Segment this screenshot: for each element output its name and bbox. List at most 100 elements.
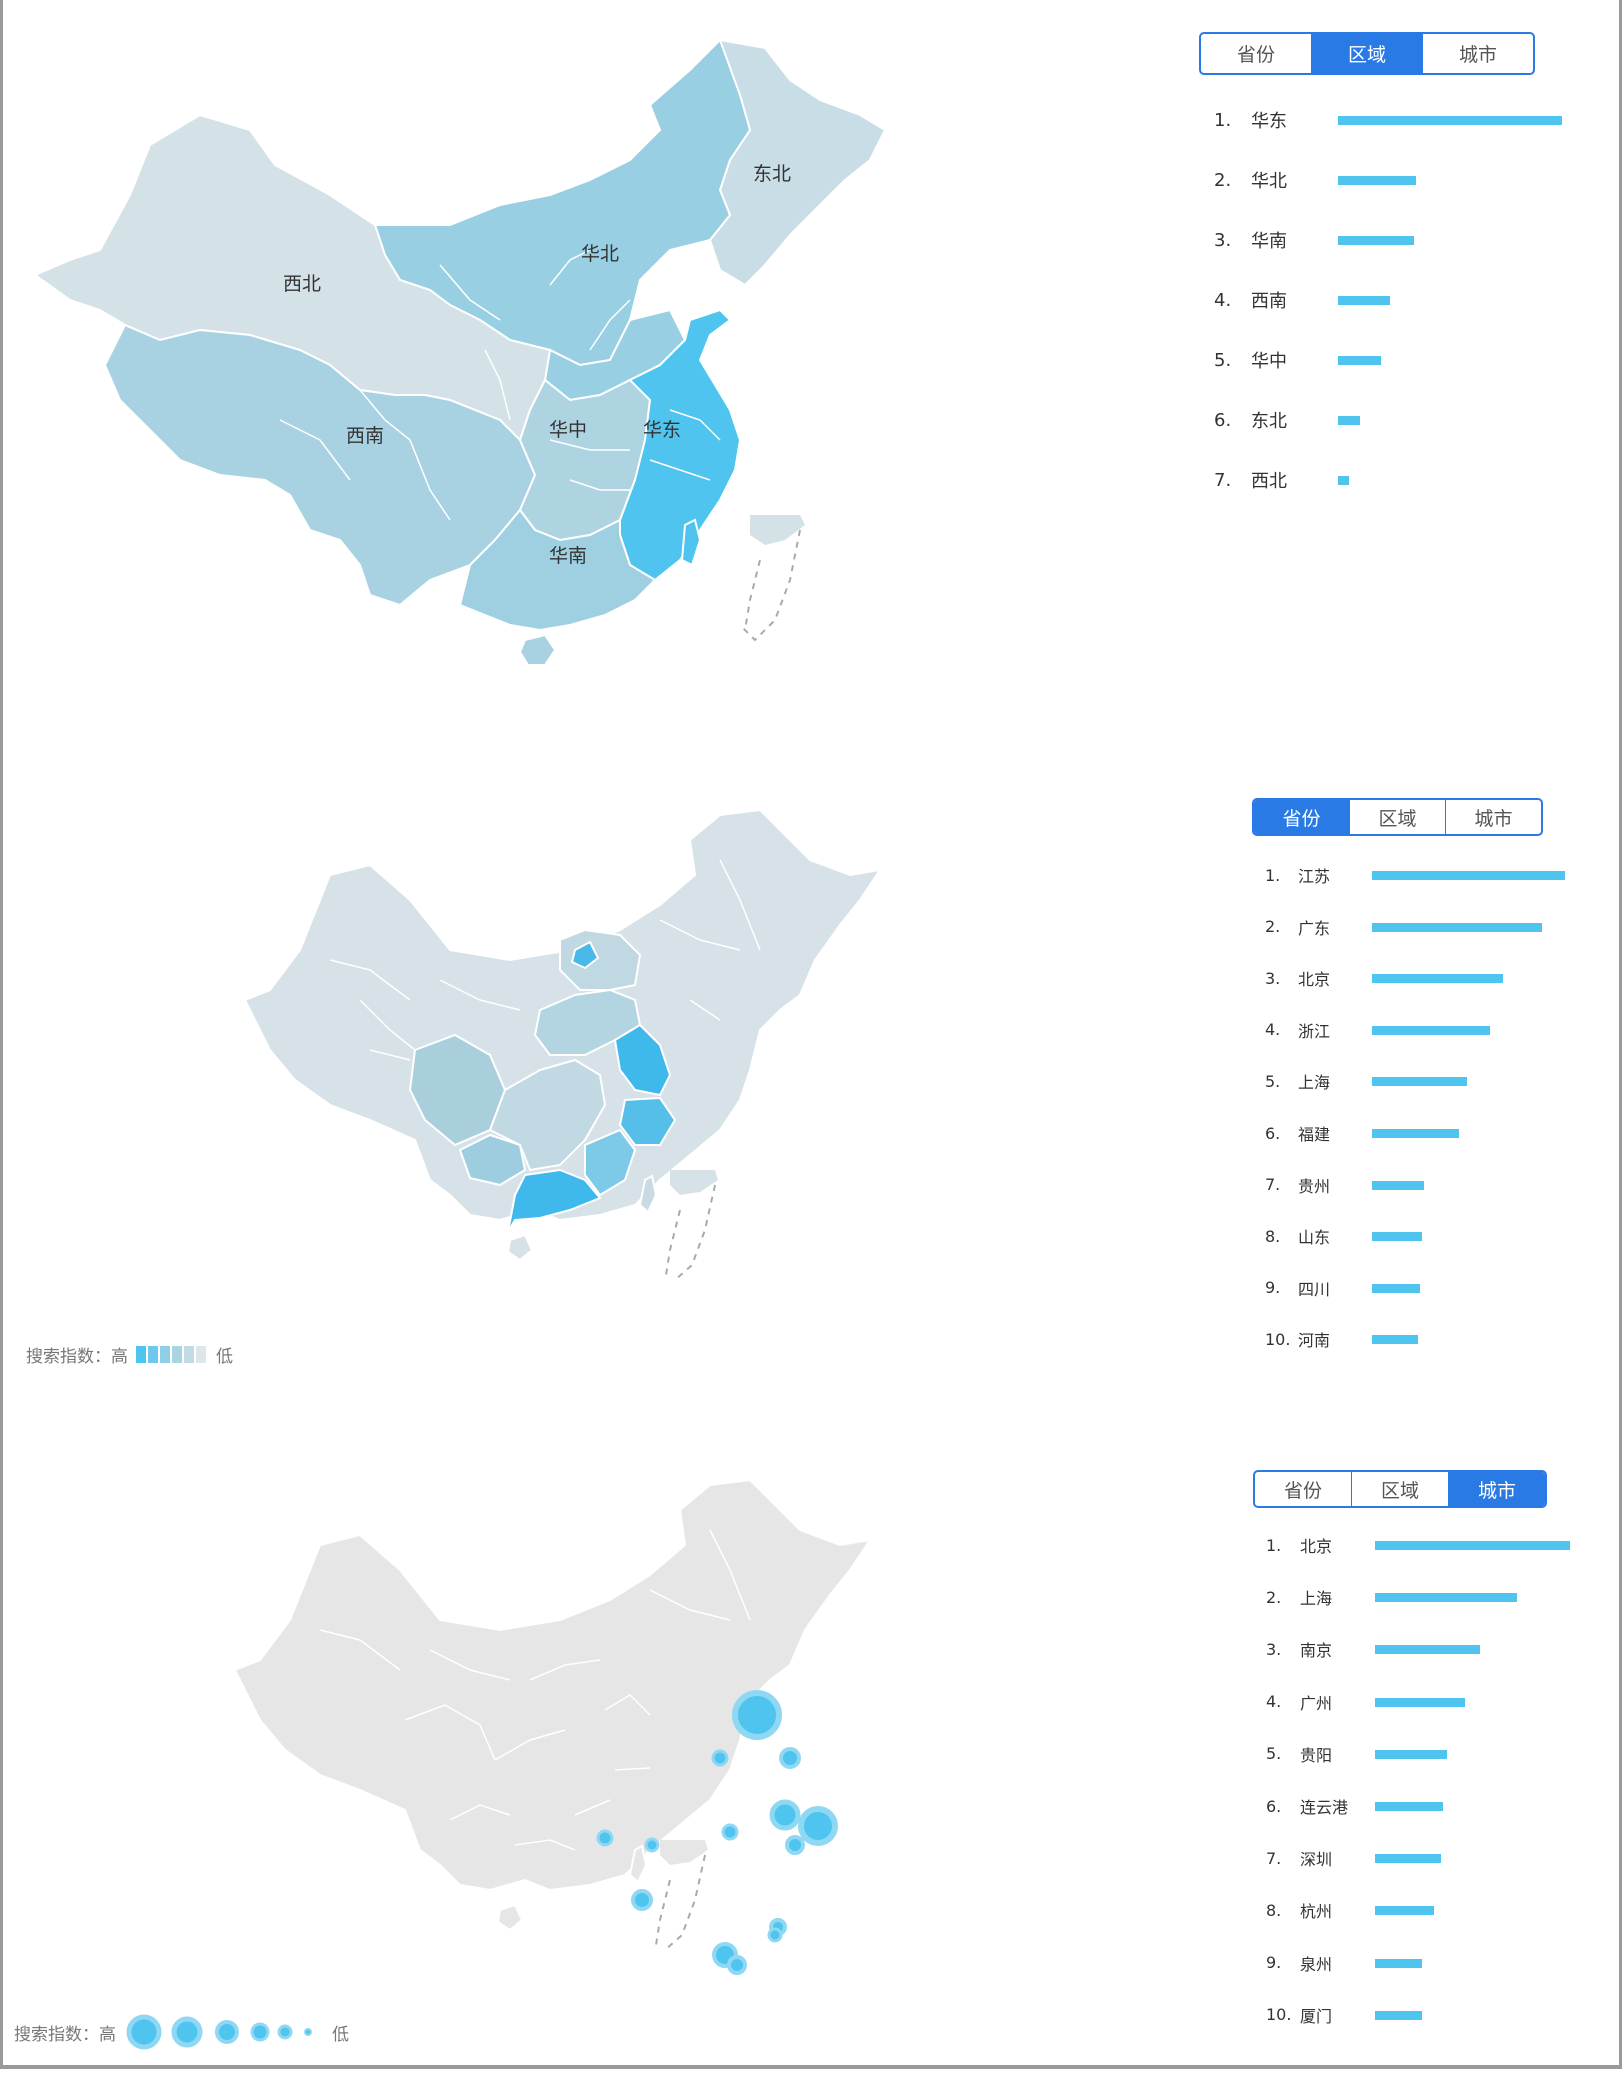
- map-province-central-group[interactable]: [488, 1058, 607, 1172]
- ranking-row[interactable]: 5. 华中: [1214, 348, 1572, 372]
- ranking-number: 1.: [1214, 109, 1232, 131]
- ranking-row[interactable]: 1. 江苏: [1265, 863, 1575, 887]
- map-province-north-group[interactable]: [559, 928, 642, 991]
- ranking-row[interactable]: 9. 泉州: [1266, 1951, 1580, 1975]
- ranking-name: 深圳: [1300, 1850, 1333, 1870]
- city-bubble-other-4[interactable]: [644, 1837, 660, 1853]
- ranking-bar: [1375, 1802, 1443, 1811]
- map-region-east[interactable]: [619, 308, 742, 582]
- ranking-row[interactable]: 2. 广东: [1265, 915, 1575, 939]
- city-bubble-lianyungang[interactable]: [779, 1747, 801, 1769]
- region-panel: 东北 华北 西北 西南 华中 华东 华南 省份 区域 城市 1. 华东 2. 华北 3.…: [0, 0, 1624, 680]
- tab-city[interactable]: 城市: [1445, 800, 1541, 834]
- ranking-bar: [1338, 416, 1360, 425]
- ranking-name: 杭州: [1300, 1902, 1333, 1922]
- ranking-row[interactable]: 3. 华南: [1214, 228, 1572, 252]
- map-label-central: 华中: [549, 419, 587, 441]
- ranking-row[interactable]: 9. 四川: [1265, 1276, 1575, 1300]
- ranking-bar: [1375, 1906, 1434, 1916]
- map-province-fujian[interactable]: [584, 1128, 637, 1197]
- ranking-row[interactable]: 4. 西南: [1214, 288, 1572, 312]
- map-island-taiwan: [628, 1844, 648, 1884]
- ranking-number: 4.: [1265, 1020, 1281, 1040]
- ranking-number: 4.: [1214, 289, 1232, 311]
- region-map: 东北 华北 西北 西南 华中 华东 华南: [32, 38, 887, 666]
- tab-province[interactable]: 省份: [1254, 800, 1349, 834]
- ranking-name: 连云港: [1300, 1798, 1349, 1817]
- ranking-number: 9.: [1265, 1278, 1281, 1298]
- ranking-row[interactable]: 5. 上海: [1265, 1069, 1575, 1093]
- ranking-name: 北京: [1298, 970, 1331, 990]
- ranking-row[interactable]: 6. 东北: [1214, 408, 1572, 432]
- legend-swatch-6: [196, 1346, 206, 1363]
- legend-bubble-3: [215, 2020, 239, 2044]
- province-panel: 省份 区域 城市 1. 江苏 2. 广东 3. 北京 4. 浙江 5. 上海 6. 福建 7. 贵州 8. 山…: [0, 780, 1624, 1380]
- ranking-name: 贵州: [1298, 1176, 1331, 1196]
- city-bubble-other-2[interactable]: [721, 1823, 739, 1841]
- ranking-name: 贵阳: [1300, 1745, 1333, 1765]
- ranking-row[interactable]: 6. 连云港: [1266, 1794, 1580, 1818]
- legend-bubble-6: [304, 2028, 312, 2036]
- ranking-row[interactable]: 7. 贵州: [1265, 1173, 1575, 1197]
- city-bubble-nanjing[interactable]: [769, 1799, 801, 1831]
- city-bubble-other-3[interactable]: [596, 1829, 614, 1847]
- map-province-zhejiang[interactable]: [618, 1096, 677, 1146]
- ranking-bar: [1375, 1541, 1570, 1550]
- ranking-bar: [1338, 296, 1390, 305]
- map-region-northeast[interactable]: [708, 38, 887, 287]
- ranking-row[interactable]: 2. 上海: [1266, 1585, 1580, 1609]
- tab-city[interactable]: 城市: [1448, 1472, 1545, 1506]
- city-bubble-shenzhen[interactable]: [727, 1955, 747, 1975]
- map-south-sea-dashes: [655, 1854, 706, 1951]
- ranking-row[interactable]: 6. 福建: [1265, 1121, 1575, 1145]
- ranking-row[interactable]: 4. 浙江: [1265, 1018, 1575, 1042]
- map-province-beijing[interactable]: [570, 940, 600, 970]
- ranking-row[interactable]: 8. 杭州: [1266, 1898, 1580, 1922]
- map-province-jiangsu[interactable]: [613, 1023, 672, 1097]
- map-province-guangdong[interactable]: [507, 1168, 602, 1233]
- tab-region[interactable]: 区域: [1349, 800, 1445, 834]
- map-region-south[interactable]: [458, 508, 657, 632]
- ranking-row[interactable]: 8. 山东: [1265, 1224, 1575, 1248]
- map-south-sea-inset: [660, 1840, 708, 1865]
- tab-region[interactable]: 区域: [1351, 1472, 1448, 1506]
- ranking-row[interactable]: 1. 华东: [1214, 108, 1572, 132]
- ranking-row[interactable]: 5. 贵阳: [1266, 1742, 1580, 1766]
- city-bubble-shanghai[interactable]: [798, 1806, 838, 1846]
- city-bubble-guiyang[interactable]: [631, 1889, 653, 1911]
- ranking-name: 江苏: [1298, 867, 1331, 886]
- ranking-row[interactable]: 2. 华北: [1214, 168, 1572, 192]
- ranking-bar: [1375, 2010, 1422, 2020]
- city-bubble-beijing[interactable]: [732, 1690, 782, 1740]
- map-south-sea-dashes: [739, 529, 801, 642]
- ranking-bar: [1372, 974, 1503, 984]
- ranking-name: 南京: [1300, 1641, 1333, 1661]
- city-bubble-hangzhou[interactable]: [785, 1835, 805, 1855]
- ranking-number: 8.: [1265, 1226, 1281, 1246]
- ranking-row[interactable]: 10. 厦门: [1266, 2003, 1580, 2027]
- city-bubble-other-1[interactable]: [711, 1749, 729, 1767]
- city-tab-group: 省份 区域 城市: [1253, 1470, 1547, 1508]
- map-south-sea-inset: [670, 1170, 718, 1195]
- ranking-row[interactable]: 10. 河南: [1265, 1327, 1575, 1351]
- ranking-row[interactable]: 1. 北京: [1266, 1533, 1580, 1557]
- ranking-number: 10.: [1266, 2005, 1292, 2025]
- map-province-guizhou[interactable]: [458, 1133, 527, 1187]
- tab-city[interactable]: 城市: [1422, 34, 1533, 73]
- ranking-name: 河南: [1298, 1331, 1331, 1351]
- ranking-row[interactable]: 3. 南京: [1266, 1637, 1580, 1661]
- ranking-bar: [1338, 176, 1416, 185]
- map-label-northwest: 西北: [283, 273, 321, 295]
- tab-province[interactable]: 省份: [1236, 44, 1275, 66]
- ranking-row[interactable]: 3. 北京: [1265, 966, 1575, 990]
- ranking-row[interactable]: 7. 深圳: [1266, 1846, 1580, 1870]
- map-province-lines: [319, 1529, 751, 1851]
- ranking-row[interactable]: 4. 广州: [1266, 1690, 1580, 1714]
- city-bubble-xiamen[interactable]: [767, 1927, 783, 1943]
- ranking-bar: [1338, 116, 1562, 125]
- tab-province[interactable]: 省份: [1283, 1479, 1322, 1502]
- city-legend: 搜索指数：高 低: [14, 2010, 349, 2054]
- ranking-row[interactable]: 7. 西北: [1214, 468, 1572, 492]
- map-label-north: 华北: [581, 243, 619, 265]
- tab-region[interactable]: 区域: [1311, 34, 1422, 73]
